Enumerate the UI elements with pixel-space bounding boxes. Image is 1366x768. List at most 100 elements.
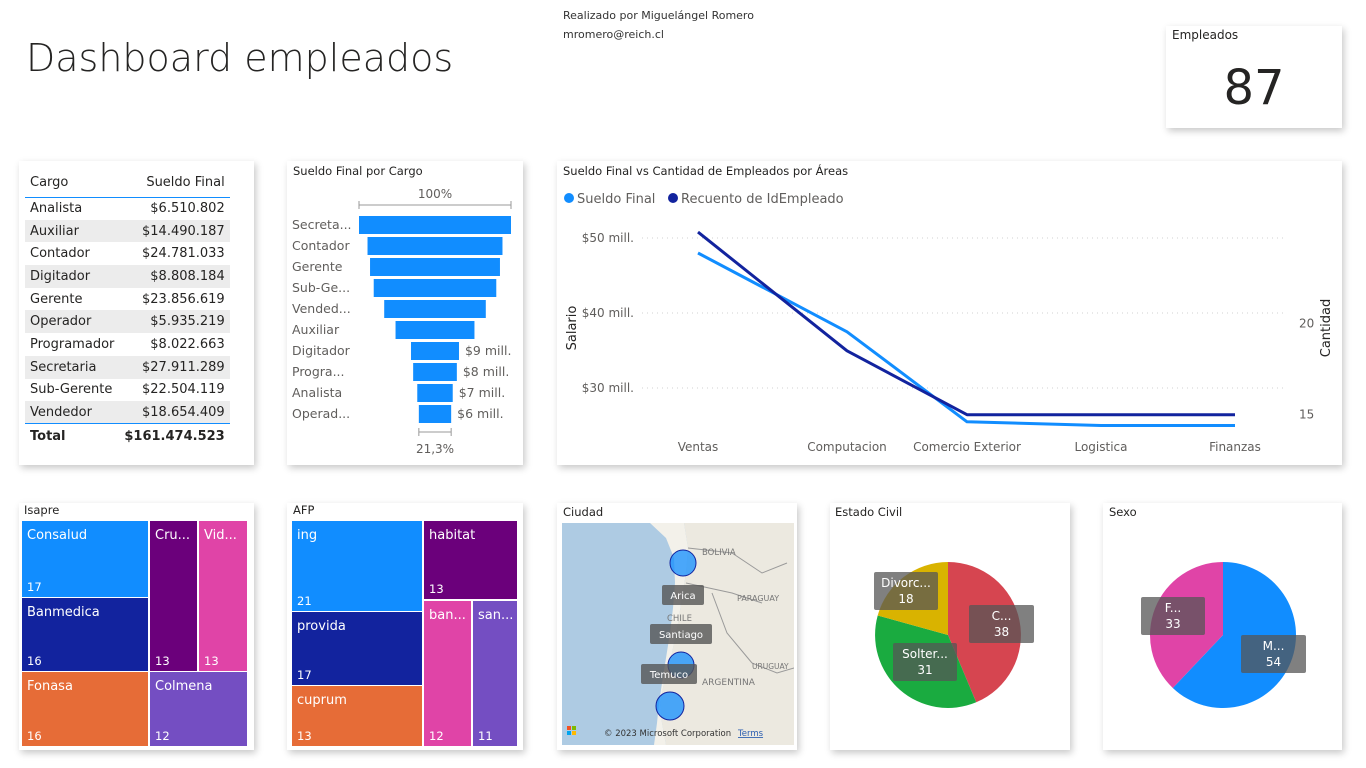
treemap-cell[interactable]: cuprum 13 [292,686,422,746]
treemap-cell-label: habitat [429,528,476,543]
map-label-arica: Arica [670,591,695,602]
pie-slice-label: Divorc... [881,576,931,590]
x-tick-label: Computacion [807,440,887,454]
kpi-label: Empleados [1172,28,1239,42]
funnel-chart-card[interactable]: Sueldo Final por Cargo 100% Secreta... Con… [287,161,523,465]
table-row[interactable]: Analista $6.510.802 [25,197,230,220]
table-row[interactable]: Operador $5.935.219 [25,310,230,334]
legend-label[interactable]: Sueldo Final [577,192,655,207]
funnel-bar[interactable] [395,321,475,339]
line-chart: Sueldo Final Recuento de IdEmpleado $50 mi… [564,192,1334,454]
treemap-cell[interactable]: ban... 12 [424,601,471,746]
line-chart-card[interactable]: Sueldo Final vs Cantidad de Empleados po… [557,161,1342,465]
treemap-cell[interactable]: Consalud 17 [22,521,148,597]
table-row[interactable]: Programador $8.022.663 [25,333,230,356]
salary-table: Cargo Sueldo Final Analista $6.510.802 Aux… [25,169,230,448]
cell-cargo: Sub-Gerente [30,382,113,398]
cell-sueldo: $27.911.289 [119,355,230,379]
funnel-bar[interactable] [418,405,452,423]
table-row[interactable]: Contador $24.781.033 [25,242,230,265]
treemap-cell[interactable]: Colmena 12 [150,672,247,746]
salary-table-card[interactable]: Cargo Sueldo Final Analista $6.510.802 Aux… [19,161,254,465]
funnel-bar[interactable] [359,216,511,234]
map-copyright: © 2023 Microsoft Corporation [604,729,731,739]
pie-label-box [893,643,957,681]
funnel-top-label: 100% [418,187,452,201]
land-argentina-bolivia [650,523,794,745]
pie-slice-value: 54 [1266,655,1281,669]
map-bubble-arica[interactable] [669,549,697,577]
treemap-cell-label: ban... [429,608,466,623]
author-info: Realizado por Miguelángel Romero mromero… [563,6,754,44]
funnel-bar[interactable] [384,300,486,318]
treemap-cell-label: Banmedica [27,605,100,620]
treemap-cell[interactable]: provida 17 [292,612,422,685]
country-label-bolivia: BOLIVIA [702,548,736,558]
funnel-category-label: Sub-Ge... [292,280,350,295]
table-row[interactable]: Digitador $8.808.184 [25,265,230,288]
treemap-cell[interactable]: Fonasa 16 [22,672,148,746]
treemap-cell-value: 13 [204,654,219,668]
table-row[interactable]: Vendedor $18.654.409 [25,401,230,424]
funnel-bar[interactable] [411,342,459,360]
series-line[interactable] [697,230,1235,417]
cell-sueldo: $14.490.187 [119,219,230,243]
funnel-category-label: Digitador [292,343,351,358]
funnel-bar[interactable] [417,384,453,402]
cell-sueldo: $8.808.184 [119,265,230,288]
country-label-chile: CHILE [667,614,692,624]
estado-civil-pie-card[interactable]: Estado Civil C... 38 Solter... 31 Divorc... 1… [830,503,1070,750]
series-line[interactable] [697,251,1235,427]
estado-civil-pie: C... 38 Solter... 31 Divorc... 18 [874,562,1034,708]
treemap-cell-label: Fonasa [27,679,73,694]
treemap-cell-value: 13 [297,729,312,743]
table-row[interactable]: Gerente $23.856.619 [25,288,230,311]
afp-treemap-card[interactable]: AFP ing 21 provida 17 cuprum 13 habitat 13 ban..… [287,503,523,750]
funnel-data-label: $9 mill. [465,343,511,358]
funnel-bar[interactable] [373,279,497,297]
legend-label[interactable]: Recuento de IdEmpleado [681,192,844,207]
treemap-cell-value: 21 [297,594,312,608]
map-label-arica-bg [662,585,704,605]
cell-sueldo: $8.022.663 [150,336,225,352]
map-terms-link[interactable]: Terms [737,729,764,739]
map-label-temuco: Temuco [649,670,688,681]
treemap-cell[interactable]: Vid... 13 [199,521,247,671]
map-card[interactable]: Ciudad BOLIVIA PARAGUAY CHILE ARGENTINA … [557,503,797,750]
y-axis-label: Salario [565,306,580,351]
y-tick-label: $30 mill. [582,381,634,395]
table-row[interactable]: Auxiliar $14.490.187 [25,219,230,243]
kpi-card-empleados[interactable]: Empleados 87 [1166,26,1342,128]
country-borders [685,547,794,674]
author-email: mromero@reich.cl [563,28,664,41]
treemap-cell[interactable]: habitat 13 [424,521,517,599]
treemap-cell[interactable]: san... 11 [473,601,517,746]
table-row[interactable]: Secretaria $27.911.289 [25,355,230,379]
pie-slice-label: Solter... [902,647,948,661]
city-map[interactable]: BOLIVIA PARAGUAY CHILE ARGENTINA URUGUAY… [562,523,794,745]
funnel-data-label: $7 mill. [459,385,505,400]
treemap-cell-label: provida [297,619,346,634]
treemap-cell-label: cuprum [297,693,347,708]
funnel-bar[interactable] [370,258,500,276]
sexo-pie-card[interactable]: Sexo M... 54 F... 33 [1103,503,1342,750]
cell-sueldo: $23.856.619 [142,291,225,307]
map-bubble-south[interactable] [655,691,685,721]
funnel-bar[interactable] [413,363,457,381]
treemap-cell-label: Consalud [27,528,88,543]
legend-marker[interactable] [564,193,574,203]
map-label-santiago-bg [650,624,712,644]
legend-marker[interactable] [668,193,678,203]
x-tick-label: Logistica [1074,440,1127,454]
isapre-treemap-card[interactable]: Isapre Consalud 17 Banmedica 16 Fonasa 16 Cru.… [19,503,254,750]
pie-label-box [969,605,1034,643]
table-header-sueldo[interactable]: Sueldo Final [119,169,230,198]
treemap-cell[interactable]: Banmedica 16 [22,598,148,671]
treemap-cell[interactable]: Cru... 13 [150,521,197,671]
cell-cargo: Vendedor [25,401,120,424]
table-row[interactable]: Sub-Gerente $22.504.119 [25,379,230,402]
treemap-cell[interactable]: ing 21 [292,521,422,611]
total-label: Total [25,423,120,448]
table-header-cargo[interactable]: Cargo [25,169,120,198]
funnel-bar[interactable] [367,237,503,255]
